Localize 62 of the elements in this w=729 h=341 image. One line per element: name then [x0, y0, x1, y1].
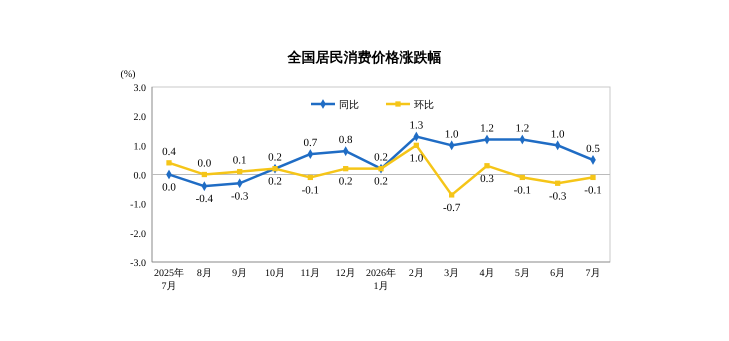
data-label: 1.3: [409, 120, 424, 132]
chart-title: 全国居民消费价格涨跌幅: [286, 50, 442, 66]
data-label: 0.8: [338, 134, 354, 146]
point: [202, 172, 207, 178]
data-label: 0.2: [268, 176, 282, 188]
data-label: 0.2: [338, 176, 353, 188]
point: [237, 168, 242, 174]
x-tick-label: 3月: [444, 268, 460, 279]
x-tick-label: 11月: [300, 268, 320, 279]
y-tick-label: -1.0: [130, 200, 146, 211]
point: [484, 163, 490, 168]
data-label: -0.1: [514, 184, 532, 196]
y-tick-label: -2.0: [130, 228, 146, 240]
data-label: -0.1: [584, 184, 602, 196]
point: [308, 174, 313, 180]
x-tick-label: 5月: [514, 268, 530, 279]
point: [272, 166, 278, 172]
point: [414, 142, 419, 148]
data-label: 1.0: [444, 128, 460, 140]
point: [378, 166, 384, 172]
data-label: 1.2: [480, 122, 494, 134]
x-tick-label: 12月: [336, 268, 356, 279]
y-tick-label: 3.0: [134, 83, 146, 94]
data-label: -0.7: [442, 202, 461, 214]
data-label: -0.4: [196, 193, 214, 206]
x-tick-label: 6月: [550, 268, 566, 279]
data-label: 0.5: [586, 142, 600, 155]
point: [166, 160, 172, 166]
x-tick-label: 7月: [586, 268, 600, 279]
data-label: 0.4: [162, 146, 176, 158]
x-tick-label: 8月: [196, 268, 212, 279]
data-label: -0.3: [230, 190, 249, 202]
data-label: 0.7: [303, 137, 318, 150]
data-label: 0.0: [162, 182, 176, 194]
point: [449, 192, 454, 198]
point: [555, 180, 560, 186]
x-tick-label: 9月: [232, 268, 248, 279]
data-label: 0.1: [232, 154, 247, 167]
point: [343, 166, 348, 172]
data-label: 0.3: [480, 172, 494, 185]
y-tick-label: 2.0: [134, 112, 146, 124]
data-label: 0.2: [374, 176, 388, 188]
x-tick-label: 2026年 1月: [366, 267, 396, 292]
y-tick-label: 1.0: [134, 141, 146, 152]
legend-label: 环比: [414, 99, 434, 111]
legend-label: 同比: [339, 99, 359, 111]
data-label: 1.0: [550, 128, 566, 140]
data-label: -0.1: [302, 184, 320, 196]
data-label: -0.3: [548, 190, 567, 202]
data-label: 0.2: [268, 152, 282, 164]
data-label: 1.0: [409, 152, 424, 164]
x-tick-label: 4月: [480, 268, 494, 279]
data-label: 1.2: [515, 122, 530, 134]
y-tick-label: -3.0: [130, 258, 146, 269]
x-tick-label: 2月: [408, 268, 424, 279]
y-tick-label: 0.0: [134, 170, 146, 182]
point: [520, 174, 525, 180]
x-tick-label: 2025年 7月: [154, 267, 184, 292]
data-label: 0.0: [197, 158, 212, 170]
y-axis-title: (%): [120, 69, 136, 80]
data-label: 0.2: [374, 152, 388, 164]
x-tick-label: 10月: [265, 268, 285, 279]
